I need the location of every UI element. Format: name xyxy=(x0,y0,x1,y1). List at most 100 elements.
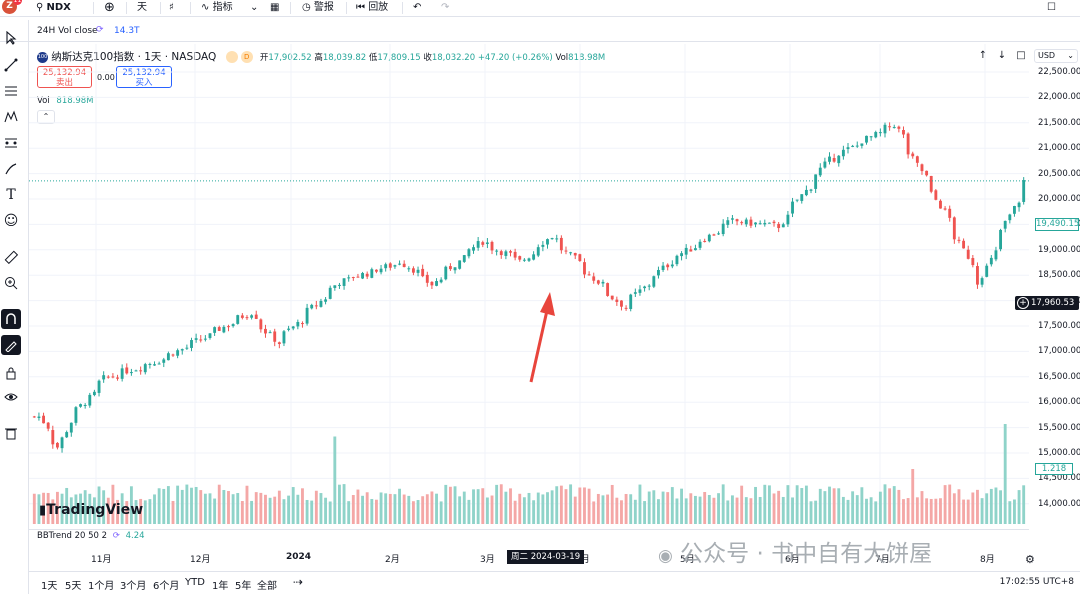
alert-button[interactable]: ◷ 警报 xyxy=(302,0,334,17)
brush-tool[interactable] xyxy=(1,159,21,179)
market-status-icon xyxy=(225,51,238,63)
lock-tool[interactable] xyxy=(1,363,21,383)
candle-body xyxy=(32,416,36,418)
buy-button[interactable]: 25,132.94 买入 xyxy=(116,66,172,88)
volume-bar xyxy=(652,490,656,524)
drawing-toolbar: T ☺ xyxy=(0,26,23,446)
range-button[interactable]: 1个月 xyxy=(88,581,115,592)
candle-body xyxy=(106,376,110,378)
range-button[interactable]: 6个月 xyxy=(153,581,180,592)
volume-bar xyxy=(943,485,947,524)
emoji-tool[interactable]: ☺ xyxy=(1,211,21,231)
candle-body xyxy=(555,238,559,240)
volume-legend[interactable]: Vol 818.98M xyxy=(37,96,94,106)
range-button[interactable]: 1天 xyxy=(41,581,58,592)
symbol-legend[interactable]: 100 纳斯达克100指数 · 1天 · NASDAQ D 开17,902.52… xyxy=(37,49,605,64)
volume-bar xyxy=(869,497,873,524)
maximize-pane-button[interactable]: □ xyxy=(1014,49,1028,63)
candle-body xyxy=(504,251,508,256)
candle-body xyxy=(370,269,374,278)
delete-tool[interactable] xyxy=(1,423,21,443)
range-button[interactable]: 5天 xyxy=(65,581,82,592)
price-chart[interactable] xyxy=(29,44,1029,524)
move-up-button[interactable]: ↑ xyxy=(976,49,990,63)
candle-body xyxy=(92,391,96,396)
alert-label: 警报 xyxy=(313,2,334,13)
arrow-down-icon: ↓ xyxy=(997,50,1007,61)
measure-tool[interactable] xyxy=(1,247,21,267)
candle-body xyxy=(421,268,425,277)
templates-button[interactable]: ▦ xyxy=(270,0,279,17)
volume-bar xyxy=(273,496,277,524)
candle-body xyxy=(804,189,808,196)
volume-bar xyxy=(966,499,970,524)
trendline-tool[interactable] xyxy=(1,55,21,75)
candle-body xyxy=(800,194,804,201)
pattern-tool[interactable] xyxy=(1,107,21,127)
candle-body xyxy=(906,133,910,155)
redo-button[interactable]: ↷ xyxy=(441,0,449,17)
calendar-goto-icon: ⇢ xyxy=(293,575,304,589)
draw-lock-tool[interactable] xyxy=(1,335,21,355)
candle-body xyxy=(79,404,82,407)
zoom-tool[interactable] xyxy=(1,273,21,293)
candle-body xyxy=(874,132,878,138)
spread-value: 0.00 xyxy=(97,73,115,82)
chart-type-button[interactable]: ♯ xyxy=(169,0,174,17)
sell-button[interactable]: 25,132.94 卖出 xyxy=(37,66,92,88)
ruler-icon xyxy=(4,250,18,264)
volume-bar xyxy=(333,436,337,524)
range-button[interactable]: 全部 xyxy=(257,581,277,592)
candle-body xyxy=(1017,202,1021,208)
candle-body xyxy=(338,284,341,286)
move-down-button[interactable]: ↓ xyxy=(995,49,1009,63)
add-symbol-button[interactable]: ⊕ xyxy=(104,0,115,17)
candle-body xyxy=(860,143,864,146)
volume-bar xyxy=(476,489,480,524)
indicators-dropdown[interactable]: ⌄ xyxy=(250,0,258,17)
volume-bar xyxy=(684,498,688,524)
symbol-search[interactable]: ⚲ NDX xyxy=(36,0,71,17)
cursor-tool[interactable] xyxy=(1,28,21,48)
annotation-arrow-shaft xyxy=(529,305,550,383)
range-button[interactable]: 3个月 xyxy=(120,581,147,592)
volume-bar xyxy=(721,484,725,524)
fib-tool[interactable] xyxy=(1,81,21,101)
window-icon: ☐ xyxy=(1047,2,1056,13)
ohlc-values: 开17,902.52 高18,039.82 低17,809.15 收18,032… xyxy=(259,53,606,63)
candle-body xyxy=(407,268,411,270)
undo-button[interactable]: ↶ xyxy=(413,0,421,17)
prediction-tool[interactable] xyxy=(1,133,21,153)
price-axis[interactable]: 22,500.00 22,000.00 21,500.00 21,000.00 20,5… xyxy=(1030,44,1080,524)
indicators-button[interactable]: ∿ 指标 xyxy=(201,0,233,17)
volume-bar xyxy=(573,496,577,524)
candle-body xyxy=(823,161,827,168)
bbtrend-legend[interactable]: BBTrend 20 50 2 ⟳ 4.24 xyxy=(37,531,145,541)
add-plus-icon[interactable]: + xyxy=(1017,297,1029,309)
range-button[interactable]: 5年 xyxy=(235,581,252,592)
fullscreen-button[interactable]: ☐ xyxy=(1047,0,1056,17)
candle-body xyxy=(527,258,531,261)
range-button[interactable]: 1年 xyxy=(212,581,229,592)
replay-button[interactable]: ⏮ 回放 xyxy=(356,0,388,17)
candle-body xyxy=(65,432,69,438)
visibility-tool[interactable] xyxy=(1,387,21,407)
chart-area[interactable] xyxy=(29,44,1029,524)
text-tool[interactable]: T xyxy=(1,185,21,205)
range-button[interactable]: YTD xyxy=(185,577,205,588)
collapse-legend-button[interactable]: ⌃ xyxy=(37,110,55,124)
axis-settings-button[interactable]: ⚙ xyxy=(1025,553,1035,566)
candle-body xyxy=(458,260,462,269)
date-range-button[interactable]: ⇢ xyxy=(293,575,303,589)
volume-bar xyxy=(217,484,221,524)
volume-bar xyxy=(356,489,360,524)
interval-button[interactable]: 天 xyxy=(137,2,147,13)
candle-body xyxy=(962,240,966,249)
currency-select[interactable]: USD ⌄ xyxy=(1034,49,1078,63)
volume-bar xyxy=(379,492,383,524)
candle-body xyxy=(365,273,369,277)
chevron-down-icon: ⌄ xyxy=(250,2,259,13)
pencil-lock-icon xyxy=(5,341,17,352)
magnet-tool[interactable] xyxy=(1,309,21,329)
volume-bar xyxy=(83,490,87,524)
